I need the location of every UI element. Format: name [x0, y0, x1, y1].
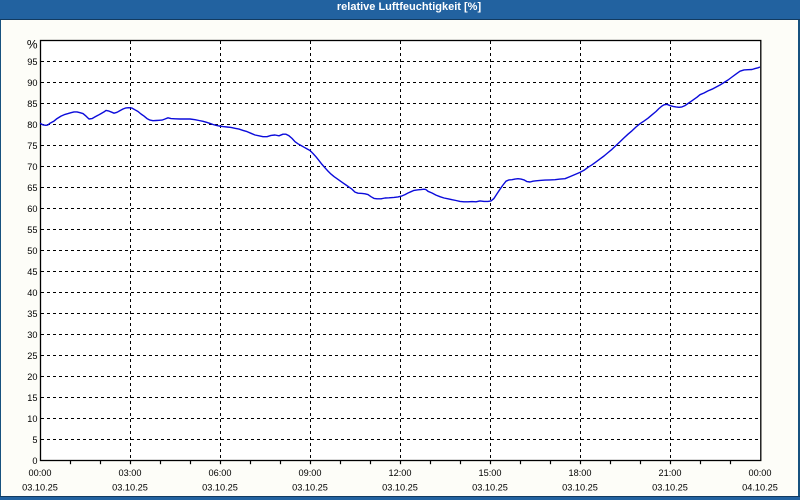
svg-text:15:00: 15:00 — [479, 468, 502, 478]
svg-text:03.10.25: 03.10.25 — [382, 483, 418, 493]
svg-text:50: 50 — [27, 246, 37, 256]
svg-text:60: 60 — [27, 204, 37, 214]
svg-text:18:00: 18:00 — [569, 468, 592, 478]
svg-text:%: % — [27, 38, 38, 52]
svg-text:10: 10 — [27, 414, 37, 424]
svg-text:5: 5 — [32, 435, 37, 445]
svg-text:12:00: 12:00 — [389, 468, 412, 478]
svg-text:03.10.25: 03.10.25 — [22, 483, 58, 493]
svg-text:03:00: 03:00 — [119, 468, 142, 478]
svg-text:03.10.25: 03.10.25 — [472, 483, 508, 493]
svg-text:03.10.25: 03.10.25 — [202, 483, 238, 493]
svg-text:20: 20 — [27, 372, 37, 382]
svg-text:70: 70 — [27, 162, 37, 172]
svg-text:30: 30 — [27, 330, 37, 340]
svg-text:0: 0 — [32, 456, 37, 466]
svg-text:03.10.25: 03.10.25 — [292, 483, 328, 493]
svg-text:85: 85 — [27, 99, 37, 109]
svg-text:90: 90 — [27, 78, 37, 88]
svg-text:95: 95 — [27, 57, 37, 67]
svg-text:21:00: 21:00 — [659, 468, 682, 478]
svg-text:25: 25 — [27, 351, 37, 361]
svg-text:03.10.25: 03.10.25 — [562, 483, 598, 493]
svg-text:80: 80 — [27, 120, 37, 130]
svg-text:03.10.25: 03.10.25 — [652, 483, 688, 493]
svg-text:03.10.25: 03.10.25 — [112, 483, 148, 493]
svg-text:09:00: 09:00 — [299, 468, 322, 478]
svg-text:75: 75 — [27, 141, 37, 151]
svg-text:06:00: 06:00 — [209, 468, 232, 478]
svg-text:00:00: 00:00 — [29, 468, 52, 478]
svg-text:45: 45 — [27, 267, 37, 277]
svg-text:35: 35 — [27, 309, 37, 319]
svg-text:65: 65 — [27, 183, 37, 193]
svg-text:40: 40 — [27, 288, 37, 298]
svg-text:00:00: 00:00 — [749, 468, 772, 478]
svg-text:04.10.25: 04.10.25 — [742, 483, 778, 493]
svg-text:55: 55 — [27, 225, 37, 235]
svg-text:15: 15 — [27, 393, 37, 403]
